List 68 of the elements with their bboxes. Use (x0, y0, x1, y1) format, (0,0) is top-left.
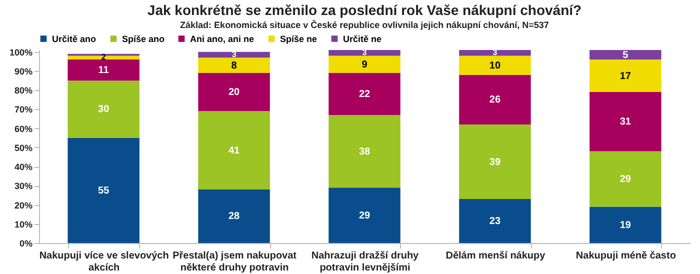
data-label: 9 (362, 59, 368, 70)
bar (198, 58, 270, 73)
data-label: 5 (622, 50, 629, 61)
data-label: 23 (489, 216, 501, 228)
bar (198, 72, 270, 112)
bar (590, 50, 662, 60)
y-tick-label: 80% (14, 86, 32, 96)
y-tick-label: 50% (14, 142, 32, 153)
data-label: 17 (620, 70, 632, 82)
bar (68, 56, 140, 60)
y-tick-label: 90% (14, 66, 32, 77)
legend-label: Spíše ne (280, 34, 318, 44)
data-label: 29 (620, 174, 632, 185)
data-label: 11 (98, 65, 110, 76)
data-label: 10 (489, 60, 501, 72)
legend-label: Určitě ano (52, 34, 97, 44)
bar (328, 50, 400, 56)
x-tick-label: Nahrazuji dražší druhy potravin levnějšími (311, 250, 420, 274)
data-label: 29 (358, 210, 370, 222)
x-tick-label: Nakupuji více ve slevových akcích (39, 250, 169, 274)
y-tick-label: 30% (14, 181, 32, 192)
legend-label: Určitě ne (343, 34, 382, 44)
y-tick-label: 60% (14, 124, 32, 134)
data-label: 38 (358, 146, 370, 158)
x-tick-label: Dělám menší nákupy (446, 250, 546, 262)
bar (198, 111, 270, 190)
y-tick-label: 40% (14, 162, 32, 172)
bar (328, 56, 400, 73)
bar (590, 151, 662, 207)
x-tick-label: Přestal(a) jsem nakupovat některé druhy potravin (172, 250, 298, 274)
bar (328, 72, 400, 115)
y-tick-label: 10% (14, 219, 32, 230)
legend-label: Spíše ano (122, 34, 166, 44)
data-label: 28 (228, 211, 240, 222)
bar (198, 52, 270, 58)
x-tick-label: Nakupuji méně často (576, 250, 676, 262)
chart-title: Jak konkrétně se změnilo za poslední rok Vaše nákupní chování? (147, 2, 582, 18)
y-tick-label: 20% (14, 200, 32, 210)
y-tick-label: 0% (19, 238, 32, 248)
y-tick-label: 70% (14, 104, 32, 115)
data-label: 3 (232, 50, 237, 59)
bar (590, 92, 662, 152)
data-label: 55 (98, 185, 110, 196)
bar (459, 199, 531, 243)
bar (590, 60, 662, 92)
data-label: 22 (358, 88, 370, 100)
data-label: 31 (620, 116, 632, 128)
data-label: 30 (98, 104, 110, 116)
bar (68, 80, 140, 138)
data-label: 8 (231, 60, 238, 72)
bar (459, 50, 531, 56)
data-label: 41 (228, 145, 240, 156)
bar (68, 138, 140, 243)
bar (68, 60, 140, 81)
legend-label: Ani ano, ani ne (190, 34, 254, 44)
chart-subtitle: Základ: Ekonomická situace v České republice ovlivnila jejich nákupní chování, N=537 (180, 19, 549, 30)
data-label: 20 (228, 87, 240, 98)
bar (459, 56, 531, 75)
y-tick-label: 100% (9, 47, 32, 58)
bar (328, 114, 400, 188)
bar (198, 189, 270, 243)
bar (328, 188, 400, 243)
data-label: 26 (489, 94, 501, 106)
bar (459, 124, 531, 200)
data-label: 39 (489, 156, 501, 168)
bar (459, 74, 531, 125)
data-label: 19 (620, 220, 632, 231)
bar (590, 206, 662, 243)
